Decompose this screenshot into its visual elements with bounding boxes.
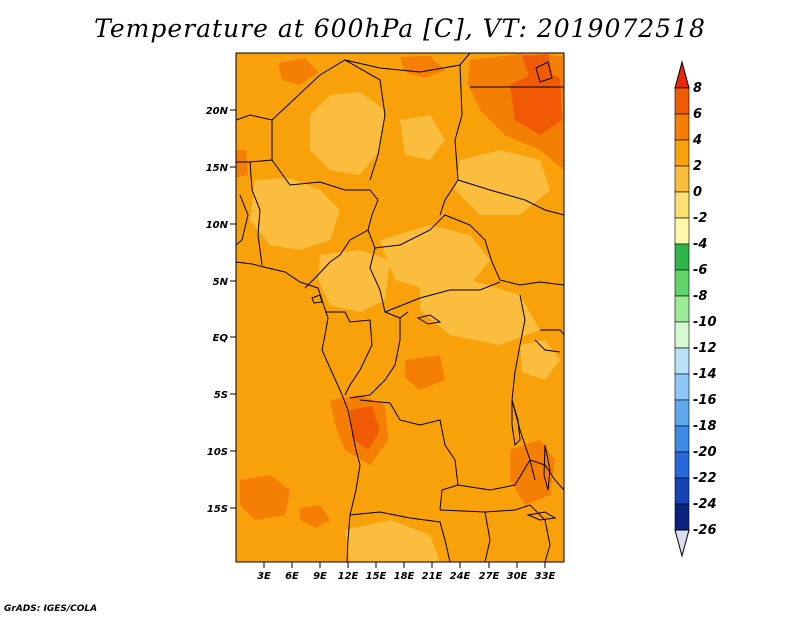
colorbar-label: 0 [693, 185, 702, 200]
colorbar-boxes [674, 87, 690, 531]
colorbar-box [674, 425, 690, 453]
colorbar-label: 6 [693, 107, 702, 122]
colorbar-box [674, 477, 690, 505]
colorbar-box [674, 399, 690, 427]
colorbar-box [674, 191, 690, 219]
lon-label-15e: 15E [366, 571, 387, 582]
lon-label-3e: 3E [257, 571, 271, 582]
lon-label-6e: 6E [285, 571, 299, 582]
lat-label-15n: 15N [206, 163, 229, 174]
colorbar-label: -16 [693, 393, 717, 408]
colorbar-label: 8 [693, 81, 702, 96]
lon-label-30e: 30E [507, 571, 528, 582]
colorbar-label: -8 [693, 289, 707, 304]
colorbar-box [674, 165, 690, 193]
lat-label-15s: 15S [207, 504, 228, 515]
colorbar-label: -24 [693, 497, 717, 512]
map-frame [235, 52, 565, 563]
grads-credit: GrADS: IGES/COLA [4, 604, 98, 614]
colorbar: 8 6 4 2 0 -2 -4 -6 -8 -10 -12 -14 -16 -18 -20 -22 -24 -26 [674, 60, 717, 558]
colorbar-box [674, 321, 690, 349]
lat-label-5s: 5S [214, 390, 228, 401]
colorbar-label: -2 [693, 211, 707, 226]
country-borders [235, 52, 565, 563]
colorbar-over-arrow [674, 60, 690, 89]
colorbar-label: -26 [693, 523, 717, 538]
colorbar-label: -10 [693, 315, 717, 330]
colorbar-box [674, 503, 690, 531]
colorbar-label: -14 [693, 367, 717, 382]
colorbar-box [674, 347, 690, 375]
cool-patches [250, 92, 560, 562]
colorbar-box [674, 243, 690, 271]
colorbar-under-arrow [674, 529, 690, 558]
colorbar-label: -4 [693, 237, 707, 252]
lat-label-5n: 5N [213, 277, 229, 288]
lon-label-24e: 24E [450, 571, 471, 582]
lat-label-10n: 10N [206, 220, 229, 231]
latitude-axis: 20N 15N 10N 5N EQ 5S 10S 15S [206, 106, 236, 515]
colorbar-label: -18 [693, 419, 717, 434]
lon-label-21e: 21E [422, 571, 443, 582]
colorbar-labels: 8 6 4 2 0 -2 -4 -6 -8 -10 -12 -14 -16 -18 -20 -22 -24 -26 [692, 81, 717, 538]
colorbar-box [674, 139, 690, 167]
lon-label-27e: 27E [479, 571, 500, 582]
lat-label-10s: 10S [207, 447, 228, 458]
hot-patches [350, 54, 562, 450]
lat-label-eq: EQ [213, 333, 229, 344]
lat-label-20n: 20N [206, 106, 229, 117]
colorbar-box [674, 295, 690, 323]
lon-label-12e: 12E [338, 571, 359, 582]
colorbar-label: -12 [693, 341, 717, 356]
colorbar-label: -6 [693, 263, 707, 278]
colorbar-box [674, 217, 690, 245]
colorbar-box [674, 373, 690, 401]
colorbar-label: 2 [693, 159, 702, 174]
colorbar-box [674, 269, 690, 297]
lon-label-18e: 18E [394, 571, 415, 582]
colorbar-box [674, 451, 690, 479]
lon-label-9e: 9E [313, 571, 327, 582]
longitude-axis: 3E 6E 9E 12E 15E 18E 21E 24E 27E 30E 33E [257, 562, 556, 582]
colorbar-label: 4 [692, 133, 702, 148]
colorbar-box [674, 87, 690, 115]
colorbar-box [674, 113, 690, 141]
map-title: Temperature at 600hPa [C], VT: 201907251… [94, 14, 706, 43]
coastline [235, 261, 361, 563]
colorbar-label: -20 [693, 445, 717, 460]
lon-label-33e: 33E [535, 571, 556, 582]
map-panel [235, 52, 565, 563]
colorbar-label: -22 [693, 471, 717, 486]
